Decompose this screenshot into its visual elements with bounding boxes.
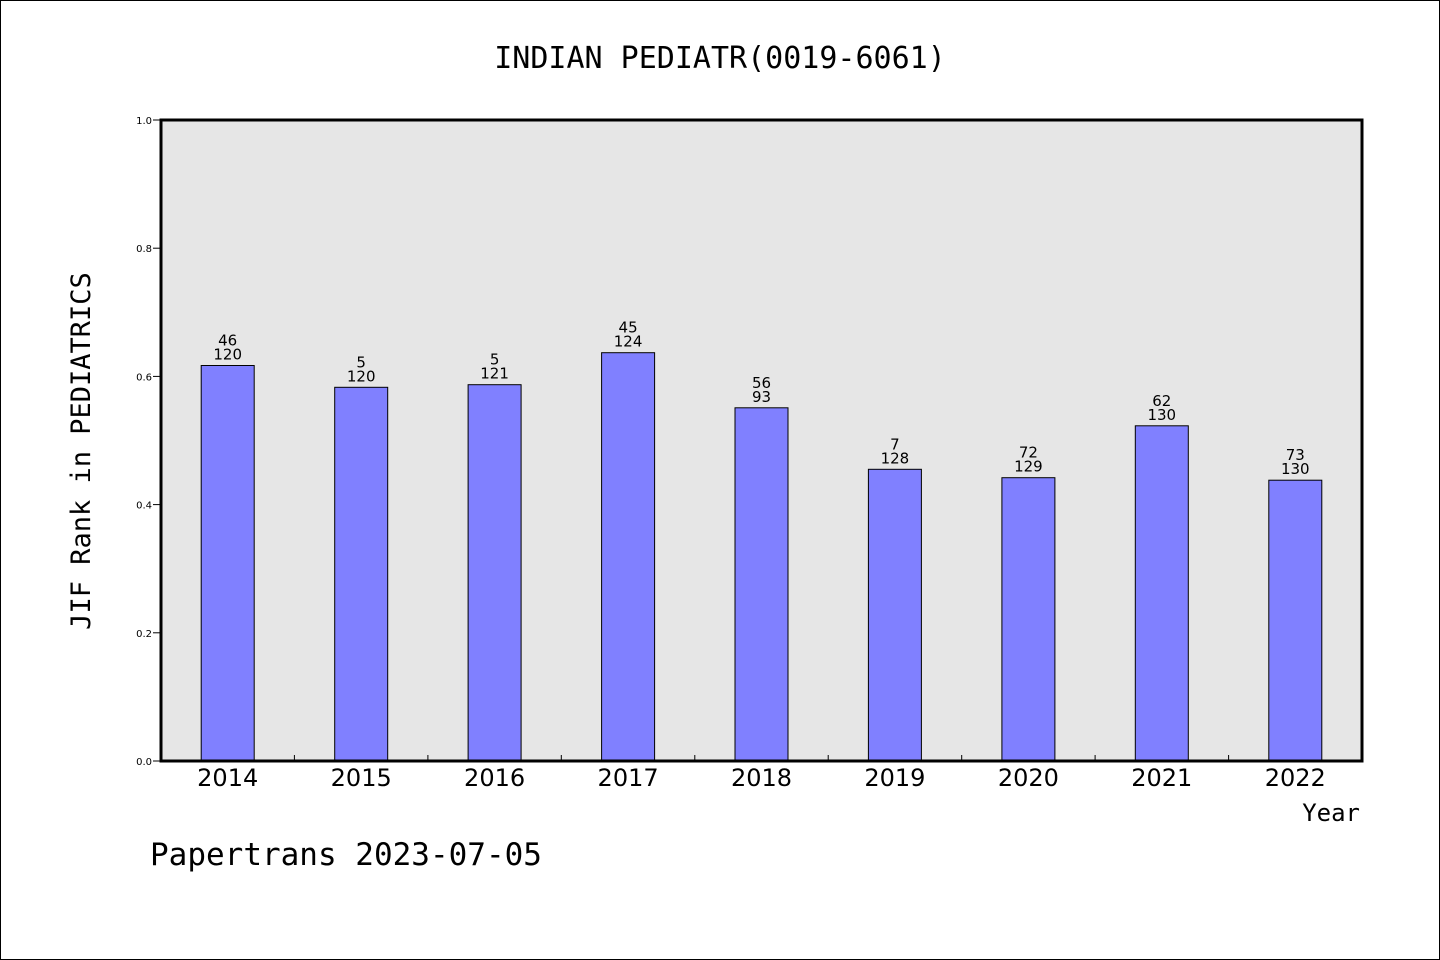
y-tick-label-0: 0.0 <box>136 757 152 768</box>
bar-rank-label-2021: 62 <box>1152 392 1171 410</box>
bar-rank-label-2018: 56 <box>752 374 771 392</box>
bar-rank-label-2016: 5 <box>490 351 500 369</box>
bar-rank-label-2020: 72 <box>1019 444 1038 462</box>
bar-rank-label-2017: 45 <box>619 319 638 337</box>
bar-2014 <box>200 365 255 762</box>
x-tick-label-2016: 2016 <box>464 764 525 792</box>
bars-group <box>200 352 1323 762</box>
x-tick-label-2019: 2019 <box>864 764 925 792</box>
y-tick-label-3: 0.6 <box>136 372 152 383</box>
bar-rank-label-2022: 73 <box>1286 446 1305 464</box>
bar-total-label-2018: 93 <box>752 388 771 406</box>
y-tick-label-2: 0.4 <box>136 501 152 512</box>
bar-2018 <box>734 407 789 762</box>
bar-2020 <box>1001 477 1056 762</box>
x-axis: 2014 2015 2016 2017 2018 2019 2020 2021 2022 <box>197 755 1326 792</box>
bar-total-label-2021: 130 <box>1147 406 1176 424</box>
x-tick-label-2017: 2017 <box>598 764 659 792</box>
bar-total-label-2015: 120 <box>347 367 376 385</box>
y-tick-label-1: 0.2 <box>136 629 152 640</box>
x-tick-label-2014: 2014 <box>197 764 258 792</box>
bar-rank-label-2015: 5 <box>356 353 366 371</box>
y-tick-label-5: 1.0 <box>136 116 152 127</box>
x-tick-label-2021: 2021 <box>1131 764 1192 792</box>
bar-2022 <box>1268 479 1323 762</box>
watermark: Papertrans 2023-07-05 <box>150 837 542 873</box>
x-axis-label: Year <box>1302 799 1360 827</box>
bar-total-label-2016: 121 <box>480 365 509 383</box>
bar-total-label-2022: 130 <box>1281 460 1310 478</box>
x-tick-label-2022: 2022 <box>1265 764 1326 792</box>
bar-total-label-2014: 120 <box>213 346 242 364</box>
y-tick-label-4: 0.8 <box>136 244 152 255</box>
y-axis-label: JIF Rank in PEDIATRICS <box>66 272 97 630</box>
bar-total-label-2017: 124 <box>614 333 643 351</box>
bar-2016 <box>467 384 522 762</box>
x-tick-label-2018: 2018 <box>731 764 792 792</box>
bar-2017 <box>601 352 656 762</box>
bar-total-label-2020: 129 <box>1014 458 1043 476</box>
y-axis: 0.0 0.2 0.4 0.6 0.8 1.0 <box>136 116 161 768</box>
x-tick-label-2020: 2020 <box>998 764 1059 792</box>
bar-total-label-2019: 128 <box>881 449 910 467</box>
bar-2019 <box>867 468 922 762</box>
plot-frame <box>159 118 1364 763</box>
bar-2021 <box>1134 425 1189 762</box>
x-tick-label-2015: 2015 <box>331 764 392 792</box>
bar-rank-label-2014: 46 <box>218 332 237 350</box>
bar-2015 <box>334 386 389 762</box>
chart-title: INDIAN PEDIATR(0019-6061) <box>494 41 946 76</box>
bar-rank-label-2019: 7 <box>890 435 900 453</box>
